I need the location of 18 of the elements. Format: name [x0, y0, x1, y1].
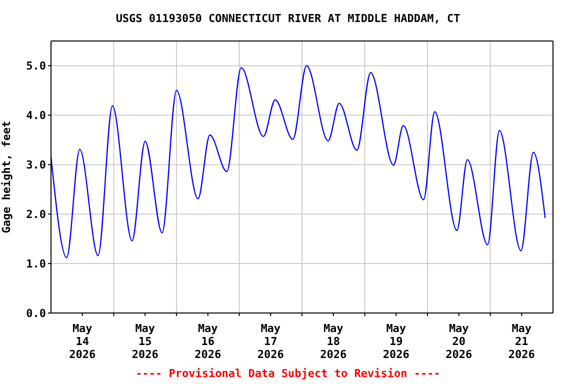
y-tick-label: 4.0 [26, 109, 46, 122]
x-tick-label: May 21 2026 [508, 322, 536, 361]
y-axis-title: Gage height, feet [0, 120, 13, 234]
x-tick-label: May 16 2026 [194, 322, 222, 361]
x-tick-label: May 19 2026 [382, 322, 410, 361]
x-tick-label: May 15 2026 [132, 322, 159, 361]
x-tick-label: May 18 2026 [320, 322, 347, 361]
y-tick-label: 2.0 [26, 208, 46, 221]
x-tick-label: May 20 2026 [446, 322, 472, 361]
y-tick-label: 1.0 [26, 257, 46, 270]
y-tick-label: 3.0 [26, 158, 46, 172]
y-tick-label: 5.0 [26, 60, 46, 73]
text: ---- Provisional Data Subject to Revision ---- [134, 367, 442, 380]
x-tick-label: May 17 2026 [257, 322, 284, 361]
x-tick-label: May 14 2026 [69, 322, 96, 361]
line-series [51, 65, 546, 258]
chart-title: USGS 01193050 CONNECTICUT RIVER AT MIDDLE HADDAM, CT [114, 12, 462, 25]
y-tick-label: 0.0 [26, 306, 46, 320]
